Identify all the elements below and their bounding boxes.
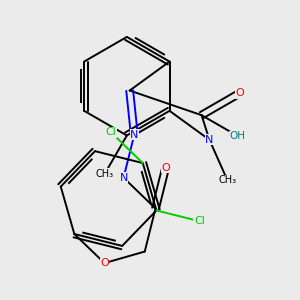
Text: N: N — [119, 173, 128, 183]
Text: N: N — [205, 135, 214, 145]
Text: Cl: Cl — [194, 216, 205, 226]
Text: O: O — [161, 163, 170, 173]
Text: CH₃: CH₃ — [96, 169, 114, 179]
Text: Cl: Cl — [106, 127, 116, 137]
Text: CH₃: CH₃ — [218, 175, 236, 185]
Text: OH: OH — [230, 131, 246, 141]
Text: N: N — [130, 130, 139, 140]
Text: O: O — [236, 88, 244, 98]
Text: O: O — [100, 258, 109, 268]
